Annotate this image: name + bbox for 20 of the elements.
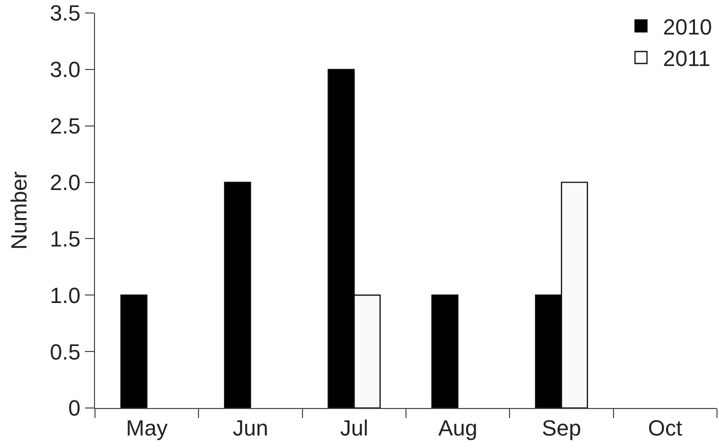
y-tick-label: 1.0 — [50, 282, 80, 308]
y-tick-label: 2.0 — [50, 170, 80, 195]
bar — [120, 294, 148, 408]
x-tick-label: Jun — [232, 416, 268, 441]
x-tick-label: Sep — [542, 416, 582, 441]
y-tick-label: 2.5 — [50, 114, 80, 139]
y-tick-label: 3.0 — [50, 57, 80, 82]
x-tick-label: Oct — [648, 416, 682, 441]
x-tick-label: Aug — [438, 416, 478, 441]
bar — [431, 294, 458, 408]
bar — [224, 182, 252, 408]
y-axis-title: Number — [6, 171, 32, 250]
y-tick-label: 1.5 — [50, 226, 80, 252]
y-tick-label: 3.5 — [50, 0, 80, 26]
y-tick-label: 0.5 — [50, 339, 80, 364]
y-tick-label: 0 — [68, 396, 80, 421]
x-tick-label: May — [126, 416, 168, 441]
legend-label: 2010 — [663, 14, 712, 40]
x-tick-label: Jul — [340, 416, 368, 441]
legend-label: 2011 — [663, 46, 710, 72]
